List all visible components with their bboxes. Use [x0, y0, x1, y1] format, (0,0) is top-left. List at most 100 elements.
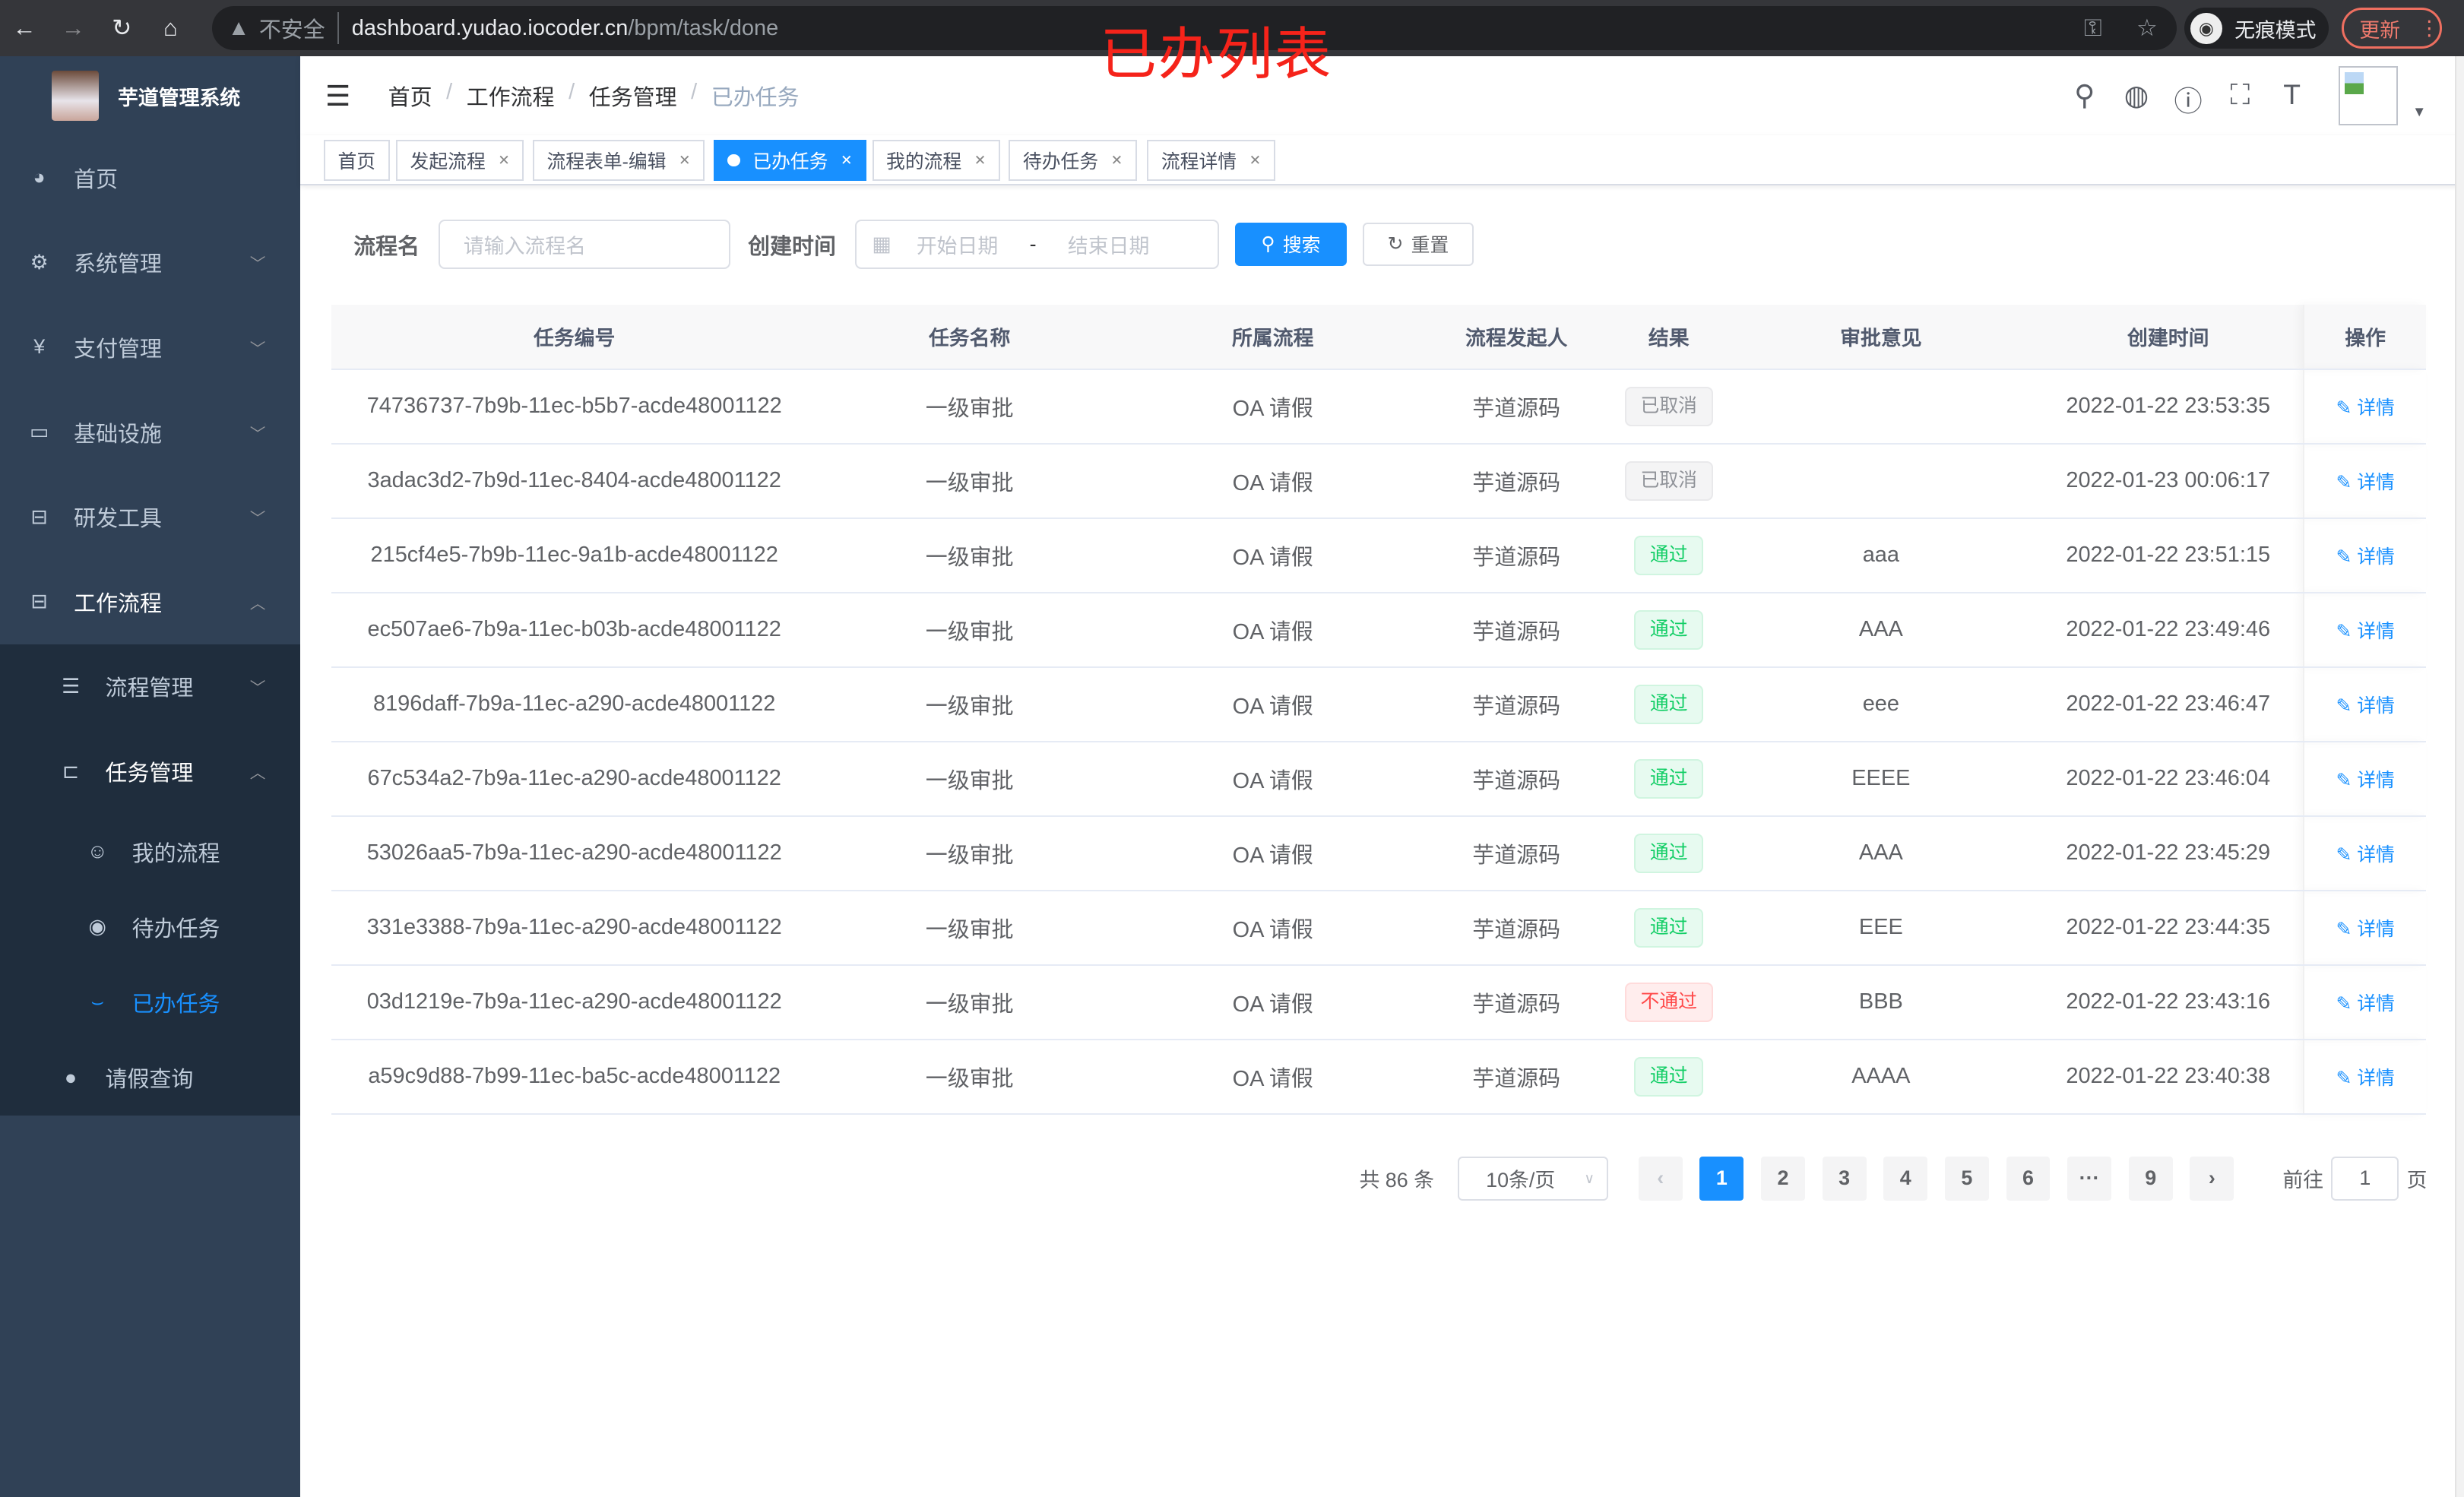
close-icon[interactable]: ✕ — [498, 151, 510, 168]
menu-label: 基础设施 — [74, 422, 162, 447]
more-icon: ⋮ — [2418, 16, 2440, 40]
cell-time: 2022-01-22 23:43:16 — [2033, 964, 2304, 1040]
sidebar-item-todo[interactable]: ◉ 待办任务 — [0, 889, 300, 964]
table-row: 331e3388-7b9a-11ec-a290-acde48001122 一级审批… — [331, 890, 2427, 966]
prev-page-button[interactable]: ‹ — [1638, 1156, 1683, 1201]
hamburger-icon[interactable]: ☰ — [325, 80, 351, 112]
tag-home[interactable]: 首页 — [323, 140, 390, 181]
cell-action: ✎ 详情 — [2303, 815, 2427, 891]
detail-button[interactable]: ✎ 详情 — [2336, 398, 2395, 419]
menu-label: 研发工具 — [74, 507, 162, 532]
page-button[interactable]: 4 — [1883, 1156, 1928, 1201]
sidebar-item-leave[interactable]: ● 请假查询 — [0, 1040, 300, 1116]
page-button[interactable]: 2 — [1761, 1156, 1805, 1201]
detail-button[interactable]: ✎ 详情 — [2336, 547, 2395, 568]
detail-button[interactable]: ✎ 详情 — [2336, 622, 2395, 642]
page-size-select[interactable]: 10条/页 ∨ — [1458, 1156, 1609, 1201]
cell-time: 2022-01-22 23:51:15 — [2033, 517, 2304, 593]
sidebar-logo[interactable]: 芋道管理系统 — [0, 56, 300, 135]
detail-button[interactable]: ✎ 详情 — [2336, 845, 2395, 866]
start-date-input[interactable]: 开始日期 — [916, 235, 999, 258]
select-value: 10条/页 — [1486, 1169, 1556, 1192]
sidebar-item-done[interactable]: ⌣ 已办任务 — [0, 964, 300, 1040]
process-name-input[interactable]: 请输入流程名 — [438, 220, 731, 269]
tag-process-detail[interactable]: 流程详情 ✕ — [1147, 140, 1275, 181]
sidebar-item-devtools[interactable]: ⊟ 研发工具 ﹀ — [0, 474, 300, 559]
avatar[interactable] — [2338, 65, 2399, 126]
detail-button[interactable]: ✎ 详情 — [2336, 919, 2395, 940]
gear-icon: ⚙ — [30, 250, 49, 274]
cell-comment: AAA — [1728, 815, 2034, 891]
page-button[interactable]: ··· — [2067, 1156, 2112, 1201]
cell-id: 3adac3d2-7b9d-11ec-8404-acde48001122 — [331, 443, 818, 519]
close-icon[interactable]: ✕ — [841, 151, 853, 168]
menu-label: 流程管理 — [105, 676, 194, 701]
page-button[interactable]: 5 — [1944, 1156, 1989, 1201]
sidebar-item-pay[interactable]: ¥ 支付管理 ﹀ — [0, 305, 300, 390]
page-button[interactable]: 9 — [2128, 1156, 2173, 1201]
date-range-picker[interactable]: ▦ 开始日期 - 结束日期 — [854, 220, 1220, 269]
close-icon[interactable]: ✕ — [974, 151, 987, 168]
sidebar-item-home[interactable]: ◕ 首页 — [0, 135, 300, 220]
cell-action: ✎ 详情 — [2303, 964, 2427, 1040]
menu-label: 已办任务 — [131, 992, 220, 1017]
caret-down-icon[interactable]: ▼ — [2412, 103, 2427, 120]
forward-icon[interactable]: → — [61, 14, 85, 42]
incognito-badge[interactable]: ◉ 无痕模式 — [2184, 8, 2329, 49]
tag-todo[interactable]: 待办任务 ✕ — [1009, 140, 1137, 181]
tag-my-process[interactable]: 我的流程 ✕ — [872, 140, 1000, 181]
fullscreen-icon[interactable]: ⛶ — [2230, 78, 2250, 111]
star-icon[interactable]: ☆ — [2136, 14, 2158, 41]
help-icon[interactable]: ⓘ — [2174, 85, 2203, 118]
sidebar-item-my-process[interactable]: ☺ 我的流程 — [0, 814, 300, 889]
sidebar-item-task-manage[interactable]: ⊏ 任务管理 ︿ — [0, 729, 300, 814]
table-row: 3adac3d2-7b9d-11ec-8404-acde48001122 一级审批… — [331, 443, 2427, 519]
detail-button[interactable]: ✎ 详情 — [2336, 994, 2395, 1014]
tag-done-tasks[interactable]: 已办任务 ✕ — [713, 140, 867, 181]
detail-button[interactable]: ✎ 详情 — [2336, 473, 2395, 493]
search-button[interactable]: ⚲ 搜索 — [1235, 222, 1347, 267]
key-icon[interactable]: ⚿ — [2083, 14, 2102, 41]
detail-button[interactable]: ✎ 详情 — [2336, 1068, 2395, 1089]
github-icon[interactable]: ◍ — [2124, 79, 2149, 112]
font-size-icon[interactable]: T — [2283, 78, 2301, 111]
sidebar-item-infra[interactable]: ▭ 基础设施 ﹀ — [0, 390, 300, 475]
edit-icon: ✎ — [2336, 546, 2352, 568]
cell-comment: BBB — [1728, 964, 2034, 1040]
breadcrumb-item[interactable]: 工作流程 — [466, 86, 555, 111]
page-button[interactable]: 3 — [1822, 1156, 1867, 1201]
address-bar[interactable]: ▲ 不安全 dashboard.yudao.iocoder.cn/bpm/tas… — [212, 6, 2177, 51]
breadcrumb-item[interactable]: 首页 — [388, 86, 432, 111]
breadcrumb-item[interactable]: 任务管理 — [588, 86, 677, 111]
update-button[interactable]: 更新 ⋮ — [2341, 8, 2443, 49]
next-page-button[interactable]: › — [2190, 1156, 2234, 1201]
home-icon[interactable]: ⌂ — [163, 14, 178, 42]
close-icon[interactable]: ✕ — [1249, 151, 1262, 168]
sidebar-item-workflow[interactable]: ⊟ 工作流程 ︿ — [0, 559, 300, 644]
reload-icon[interactable]: ↻ — [112, 14, 132, 42]
close-icon[interactable]: ✕ — [679, 151, 691, 168]
menu-label: 请假查询 — [105, 1068, 194, 1093]
detail-button[interactable]: ✎ 详情 — [2336, 696, 2395, 717]
sidebar-item-system[interactable]: ⚙ 系统管理 ﹀ — [0, 220, 300, 305]
table-body: 74736737-7b9b-11ec-b5b7-acde48001122 一级审批… — [331, 369, 2427, 1115]
page-button[interactable]: 6 — [2006, 1156, 2051, 1201]
search-icon[interactable]: ⚲ — [2074, 79, 2095, 112]
edit-icon: ✎ — [2336, 472, 2352, 493]
detail-button[interactable]: ✎ 详情 — [2336, 771, 2395, 791]
tag-label: 首页 — [337, 151, 376, 172]
calendar-icon: ▦ — [872, 233, 892, 255]
cell-process: OA 请假 — [1122, 964, 1424, 1040]
page-unit-label: 页 — [2406, 1169, 2428, 1192]
cell-result: 通过 — [1609, 890, 1729, 966]
tag-start-process[interactable]: 发起流程 ✕ — [396, 140, 524, 181]
reset-button[interactable]: ↻ 重置 — [1362, 222, 1474, 267]
sidebar-item-process-manage[interactable]: ☰ 流程管理 ﹀ — [0, 644, 300, 730]
page-button[interactable]: 1 — [1699, 1156, 1744, 1201]
back-icon[interactable]: ← — [12, 14, 36, 42]
detail-label: 详情 — [2357, 695, 2395, 717]
goto-page-input[interactable]: 1 — [2331, 1156, 2399, 1201]
tag-form-edit[interactable]: 流程表单-编辑 ✕ — [532, 140, 705, 181]
close-icon[interactable]: ✕ — [1110, 151, 1123, 168]
end-date-input[interactable]: 结束日期 — [1067, 235, 1150, 258]
